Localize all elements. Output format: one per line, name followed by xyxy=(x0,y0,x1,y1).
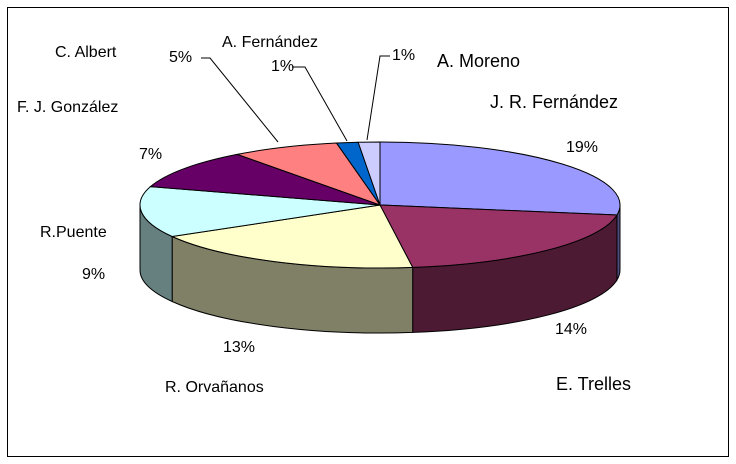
category-label: R. Orvañanos xyxy=(165,379,264,396)
slice xyxy=(379,204,618,268)
category-label: F. J. González xyxy=(17,99,118,116)
category-label: A. Moreno xyxy=(437,51,520,71)
slice xyxy=(357,141,381,206)
category-label: E. Trelles xyxy=(556,374,631,394)
slice xyxy=(379,141,621,216)
category-label: R.Puente xyxy=(40,224,107,241)
slice xyxy=(170,204,414,269)
category-label: A. Fernández xyxy=(222,34,318,51)
value-label: 1% xyxy=(392,47,415,64)
value-label: 5% xyxy=(169,49,192,66)
leader-line xyxy=(292,66,348,142)
value-label: 14% xyxy=(555,321,587,338)
value-label: 19% xyxy=(566,139,598,156)
leader-line xyxy=(366,55,390,141)
value-label: 7% xyxy=(139,146,162,163)
leader-line xyxy=(201,57,279,143)
value-label: 13% xyxy=(223,339,255,356)
value-label: 1% xyxy=(271,58,294,75)
slice xyxy=(139,186,381,238)
value-label: 9% xyxy=(82,266,105,283)
slice xyxy=(235,142,382,206)
category-label: C. Albert xyxy=(55,44,117,61)
slice xyxy=(149,153,381,206)
category-label: J. R. Fernández xyxy=(490,92,618,112)
